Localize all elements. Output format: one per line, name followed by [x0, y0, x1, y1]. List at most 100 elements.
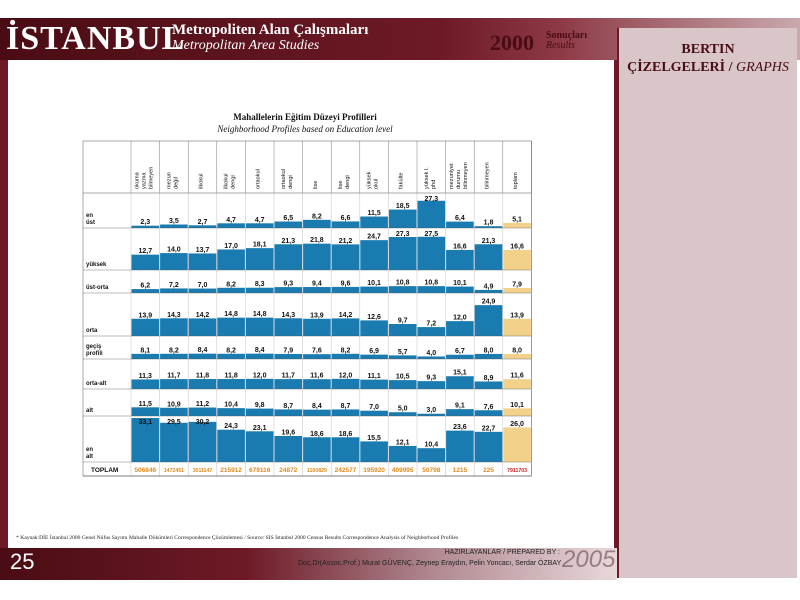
data-bar: [131, 289, 160, 293]
footer-banner: [0, 548, 617, 580]
data-bar: [303, 318, 331, 336]
data-bar: [160, 288, 188, 293]
value-label: 4,0: [426, 350, 436, 357]
data-bar: [474, 289, 503, 293]
total-value: 7911703: [507, 468, 527, 474]
data-bar: [503, 427, 531, 462]
left-rail: [0, 60, 8, 550]
column-header-label: ortaokul: [256, 169, 262, 189]
data-bar: [245, 223, 274, 228]
total-value: 1100829: [307, 468, 327, 474]
data-bar: [274, 353, 303, 359]
value-label: 8,0: [484, 347, 494, 354]
value-label: 5,0: [398, 406, 408, 413]
value-label: 10,1: [510, 402, 524, 409]
value-label: 21,3: [482, 238, 496, 245]
value-label: 13,7: [196, 247, 210, 254]
data-bar: [360, 320, 388, 336]
chart-title: Mahallelerin Eğitim Düzeyi Profilleri: [233, 112, 377, 122]
total-value: 215912: [220, 467, 242, 474]
value-label: 10,1: [367, 280, 381, 287]
value-label: 11,8: [196, 373, 209, 380]
data-bar: [217, 317, 245, 336]
data-bar: [303, 409, 331, 416]
value-label: 12,0: [253, 372, 267, 379]
value-label: 11,8: [224, 373, 237, 380]
data-bar: [417, 286, 446, 293]
value-label: 9,3: [283, 281, 293, 288]
side-title-en: GRAPHS: [736, 60, 789, 75]
data-bar: [388, 209, 417, 228]
column-header-label: lisedengi: [338, 175, 351, 189]
data-bar: [503, 249, 531, 270]
row-label: en: [86, 447, 93, 453]
value-label: 19,6: [281, 429, 295, 436]
data-bar: [417, 327, 446, 336]
data-bar: [303, 219, 331, 228]
header-results-tr: Sonuçları: [546, 30, 588, 41]
value-label: 8,2: [312, 213, 322, 220]
column-header-label: ilkokuldengi: [224, 173, 237, 189]
data-bar: [217, 223, 245, 228]
data-bar: [160, 422, 188, 462]
data-bar: [188, 353, 217, 359]
value-label: 18,1: [253, 242, 267, 249]
data-bar: [188, 407, 217, 416]
authors-text: Doç.Dr(Assoc.Prof.) Murat GÜVENÇ, Zeynep…: [298, 560, 562, 567]
side-title-line2: ÇİZELGELERİ / GRAPHS: [619, 60, 797, 76]
value-label: 7,0: [369, 404, 379, 411]
data-bar: [188, 318, 217, 336]
value-label: 27,3: [424, 196, 438, 203]
data-bar: [417, 448, 446, 462]
value-label: 9,3: [426, 375, 436, 382]
data-bar: [360, 410, 388, 416]
column-header-label: toplam: [513, 172, 519, 189]
row-label: orta-alt: [86, 381, 106, 387]
value-label: 5,7: [398, 349, 408, 356]
value-label: 23,1: [253, 425, 267, 432]
data-bar: [503, 222, 531, 228]
value-label: 7,0: [198, 282, 208, 289]
data-bar: [360, 240, 388, 270]
value-label: 11,5: [139, 401, 152, 408]
data-bar: [303, 243, 331, 270]
value-label: 7,9: [283, 347, 293, 354]
value-label: 12,6: [367, 314, 381, 321]
data-bar: [331, 244, 360, 270]
value-label: 27,5: [424, 231, 438, 238]
total-value: 1215: [453, 467, 468, 474]
value-label: 7,9: [512, 281, 522, 288]
row-label: yüksek: [86, 262, 107, 268]
data-bar: [131, 379, 160, 389]
value-label: 18,5: [396, 203, 410, 210]
value-label: 21,8: [310, 237, 324, 244]
value-label: 1,8: [484, 220, 494, 227]
data-bar: [360, 441, 388, 462]
data-bar: [360, 379, 388, 389]
data-bar: [217, 429, 245, 462]
page-number: 25: [10, 549, 35, 574]
data-bar: [474, 381, 503, 389]
data-bar: [360, 216, 388, 228]
value-label: 14,2: [196, 312, 210, 319]
value-label: 8,7: [341, 403, 351, 410]
value-label: 14,3: [281, 312, 295, 319]
row-label: orta: [86, 328, 98, 334]
value-label: 8,4: [255, 347, 265, 354]
value-label: 2,7: [198, 219, 208, 226]
data-bar: [188, 421, 217, 462]
value-label: 9,4: [312, 281, 322, 288]
total-value: 225: [483, 467, 494, 474]
data-bar: [388, 380, 417, 389]
chart-subtitle: Neighborhood Profiles based on Education…: [217, 124, 393, 134]
data-bar: [388, 355, 417, 359]
value-label: 11,7: [167, 373, 180, 380]
value-label: 4,7: [226, 217, 236, 224]
total-value: 679116: [249, 467, 271, 474]
header-subtitle-en: Metropolitan Area Studies: [172, 38, 320, 53]
data-bar: [446, 376, 474, 389]
prepared-by-label: HAZIRLAYANLAR / PREPARED BY :: [444, 549, 560, 556]
value-label: 8,3: [255, 281, 265, 288]
data-bar: [446, 249, 474, 270]
value-label: 10,4: [424, 442, 438, 449]
